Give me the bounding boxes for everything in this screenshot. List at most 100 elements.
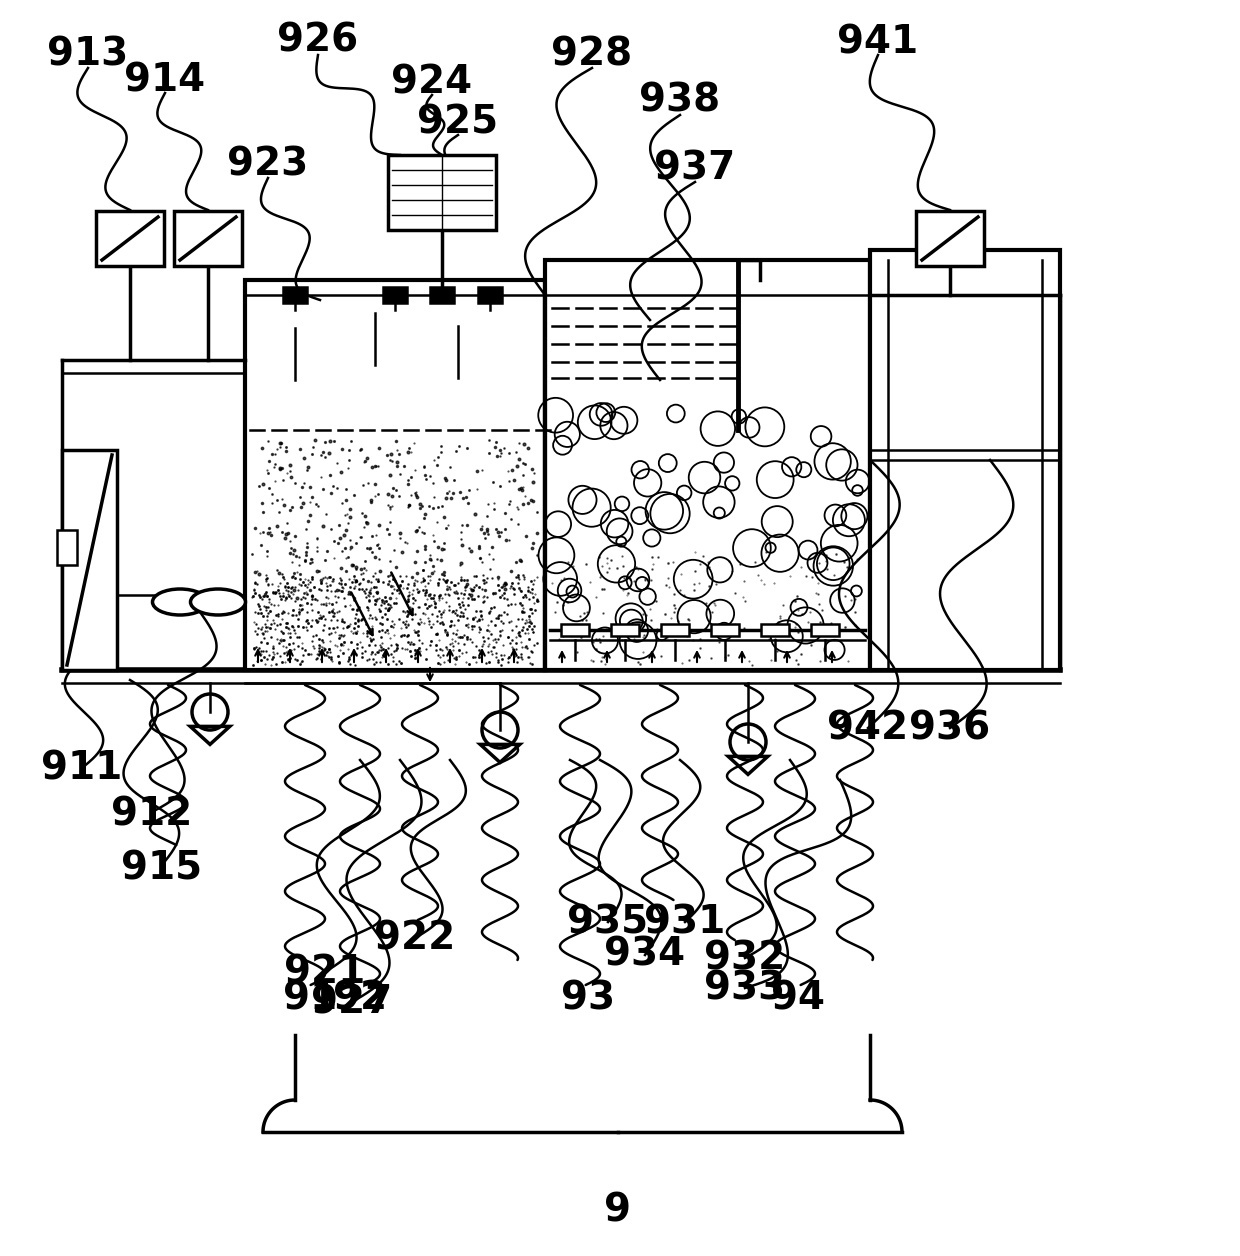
Polygon shape: [425, 481, 432, 485]
Bar: [711, 624, 739, 636]
Text: 912: 912: [112, 796, 192, 834]
Polygon shape: [399, 535, 415, 554]
Polygon shape: [274, 463, 291, 479]
Polygon shape: [387, 528, 392, 530]
Bar: [916, 211, 985, 266]
Polygon shape: [315, 530, 331, 544]
Polygon shape: [438, 499, 444, 502]
Polygon shape: [353, 482, 366, 496]
Polygon shape: [281, 489, 296, 497]
Polygon shape: [246, 528, 264, 549]
Polygon shape: [494, 504, 500, 509]
Polygon shape: [487, 554, 497, 564]
Text: 927: 927: [311, 983, 393, 1021]
Polygon shape: [449, 486, 460, 494]
Polygon shape: [305, 487, 312, 494]
Polygon shape: [396, 530, 407, 538]
Polygon shape: [454, 440, 464, 453]
Text: 921: 921: [284, 953, 366, 991]
Polygon shape: [527, 477, 546, 489]
Polygon shape: [410, 520, 429, 535]
Polygon shape: [391, 558, 404, 571]
Bar: [477, 288, 502, 303]
Polygon shape: [422, 436, 429, 443]
Text: 913: 913: [47, 36, 129, 74]
Polygon shape: [358, 536, 370, 546]
Polygon shape: [445, 490, 454, 500]
Polygon shape: [516, 539, 529, 560]
Polygon shape: [365, 535, 377, 549]
Polygon shape: [260, 499, 280, 515]
Polygon shape: [347, 548, 360, 566]
Polygon shape: [252, 491, 262, 511]
Polygon shape: [460, 450, 482, 466]
Polygon shape: [291, 453, 306, 460]
Polygon shape: [319, 436, 340, 446]
Bar: [62, 450, 117, 669]
Polygon shape: [311, 463, 317, 475]
Polygon shape: [512, 517, 523, 526]
Polygon shape: [362, 517, 377, 533]
Polygon shape: [345, 450, 362, 461]
Polygon shape: [327, 564, 335, 573]
Polygon shape: [368, 461, 392, 484]
Polygon shape: [446, 463, 454, 471]
Polygon shape: [281, 443, 296, 463]
Polygon shape: [285, 548, 296, 560]
Polygon shape: [296, 551, 308, 564]
Polygon shape: [506, 458, 520, 475]
Text: 938: 938: [640, 80, 720, 119]
Polygon shape: [451, 445, 463, 461]
Polygon shape: [391, 445, 397, 452]
Polygon shape: [264, 468, 269, 475]
Polygon shape: [460, 515, 472, 529]
Polygon shape: [381, 520, 401, 540]
Polygon shape: [304, 452, 324, 471]
Polygon shape: [321, 514, 341, 533]
Polygon shape: [441, 432, 453, 448]
Bar: [761, 624, 789, 636]
Text: 928: 928: [552, 36, 632, 74]
Polygon shape: [430, 533, 454, 553]
Polygon shape: [319, 431, 335, 452]
Polygon shape: [326, 555, 339, 574]
Polygon shape: [319, 512, 331, 526]
Text: 915: 915: [122, 849, 202, 887]
Text: 923: 923: [227, 146, 309, 183]
Polygon shape: [523, 490, 533, 499]
Text: 9: 9: [605, 1191, 631, 1230]
Polygon shape: [415, 517, 422, 525]
Polygon shape: [311, 441, 317, 446]
Polygon shape: [337, 526, 351, 539]
Bar: [546, 260, 870, 669]
Polygon shape: [296, 545, 315, 560]
Polygon shape: [418, 481, 425, 487]
Polygon shape: [388, 497, 396, 504]
Polygon shape: [510, 468, 521, 481]
Polygon shape: [528, 458, 541, 482]
Polygon shape: [314, 460, 327, 472]
Polygon shape: [494, 553, 506, 564]
Polygon shape: [358, 538, 374, 558]
Polygon shape: [407, 502, 415, 511]
Polygon shape: [316, 440, 322, 447]
Polygon shape: [402, 435, 417, 452]
Polygon shape: [351, 479, 367, 496]
Polygon shape: [278, 477, 300, 495]
Polygon shape: [263, 506, 272, 516]
Text: 924: 924: [392, 63, 472, 100]
Polygon shape: [404, 447, 420, 456]
Text: 925: 925: [418, 103, 498, 141]
Polygon shape: [253, 539, 265, 555]
Polygon shape: [487, 504, 503, 516]
Polygon shape: [436, 465, 443, 470]
Polygon shape: [407, 529, 423, 546]
Polygon shape: [392, 479, 407, 491]
Polygon shape: [326, 539, 335, 549]
Text: 936: 936: [909, 708, 991, 747]
Text: 911: 911: [41, 749, 123, 788]
Polygon shape: [479, 457, 490, 472]
Ellipse shape: [153, 589, 207, 615]
Polygon shape: [335, 501, 341, 509]
Polygon shape: [454, 531, 467, 541]
